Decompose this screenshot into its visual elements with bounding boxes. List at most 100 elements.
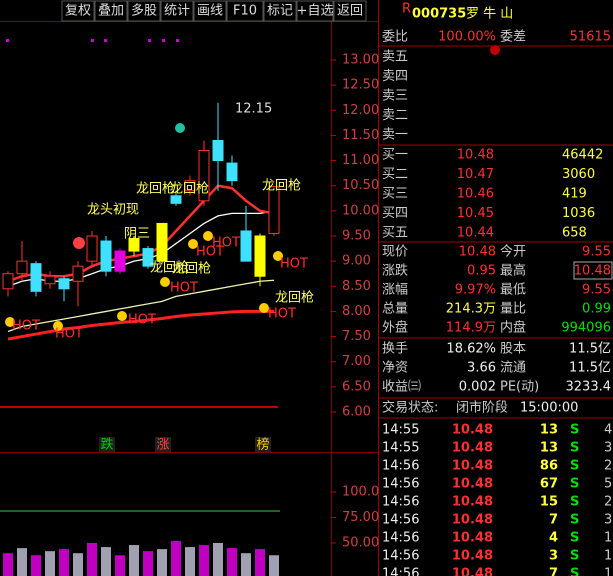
toolbar-label[interactable]: 标记: [267, 4, 293, 19]
panel-cell: 9.55: [582, 245, 611, 260]
tick-time: 14:56: [382, 459, 419, 474]
marker-box: [99, 437, 115, 452]
annotation: 龙回枪: [172, 261, 211, 277]
toolbar-label[interactable]: 复权: [65, 3, 91, 19]
collapse-button[interactable]: [490, 45, 500, 55]
panel-cell: 换手: [382, 342, 408, 357]
panel-cell: 10.48: [457, 148, 494, 163]
toolbar-label[interactable]: F10: [233, 4, 257, 19]
marker: 跌: [100, 437, 113, 453]
sell-label: 卖五: [382, 50, 408, 65]
candle-body: [128, 238, 140, 252]
tick-price: 10.48: [452, 531, 493, 546]
panel-cell: 买四: [382, 206, 408, 221]
signal-dot: [5, 317, 15, 327]
toolbar-button[interactable]: [160, 0, 194, 22]
y-tick-label: 9.00: [342, 254, 371, 269]
y-tick-label: 8.50: [342, 279, 371, 294]
toolbar-label[interactable]: 返回: [337, 4, 363, 19]
toolbar-label[interactable]: 画线: [197, 4, 223, 19]
indicator-bar: [87, 543, 97, 576]
tick-count: 4: [604, 423, 612, 438]
panel-cell: 11.5亿: [569, 342, 611, 357]
sell-label: 卖三: [382, 89, 408, 104]
marker-box: [155, 437, 171, 452]
toolbar-label[interactable]: 统计: [164, 4, 190, 19]
candle-body: [198, 150, 210, 202]
annotation: HOT: [128, 313, 156, 328]
signal-dot: [175, 123, 185, 133]
indicator-bar: [115, 555, 125, 576]
status-time: 15:00:00: [520, 401, 578, 416]
indicator-bar: [143, 551, 153, 576]
toolbar-button[interactable]: [127, 0, 161, 22]
highlight-box: [573, 261, 613, 280]
tick-volume: 13: [540, 423, 558, 438]
toolbar-button[interactable]: [94, 0, 128, 22]
y-tick-label: 12.50: [342, 78, 379, 93]
panel-cell: 9.97%: [455, 283, 496, 298]
indicator-bar: [17, 548, 27, 576]
indicator-tick-label: 50.00: [342, 536, 379, 551]
toolbar-button[interactable]: [61, 0, 95, 22]
sell-label: 卖二: [382, 108, 408, 123]
panel-cell: 3.66: [467, 361, 496, 376]
annotation: 龙回枪: [150, 260, 189, 276]
tick-count: 2: [604, 495, 612, 510]
marker-box: [255, 437, 271, 452]
panel-cell: 0.95: [467, 264, 496, 279]
signal-dot: [188, 239, 198, 249]
panel-cell: 总量: [382, 302, 408, 317]
panel-cell: 18.62%: [446, 342, 496, 357]
tick-side: S: [570, 477, 579, 492]
toolbar-button[interactable]: [226, 0, 264, 22]
panel-cell: 3060: [562, 167, 595, 182]
toolbar-label[interactable]: 叠加: [98, 4, 124, 19]
panel-cell: 10.48: [459, 245, 496, 260]
annotation: HOT: [170, 281, 198, 296]
y-tick-label: 10.00: [342, 203, 379, 218]
tick-volume: 7: [549, 513, 558, 528]
toolbar-label[interactable]: 多股: [131, 3, 157, 19]
toolbar-button[interactable]: [263, 0, 297, 22]
indicator-bar: [255, 549, 265, 576]
indicator-bar: [3, 553, 13, 576]
panel-cell: 最低: [500, 283, 526, 298]
annotation: HOT: [268, 307, 296, 322]
tick-price: 10.48: [452, 567, 493, 576]
panel-cell: 0.99: [582, 302, 611, 317]
panel-cell: 11.5亿: [569, 361, 611, 376]
tick-side: S: [570, 495, 579, 510]
panel-cell: 419: [562, 187, 587, 202]
y-tick-label: 12.00: [342, 103, 379, 118]
tick-time: 14:56: [382, 513, 419, 528]
tick-price: 10.48: [452, 441, 493, 456]
indicator-bar: [199, 545, 209, 576]
moving-average: [7, 279, 275, 333]
toolbar-button[interactable]: [296, 0, 334, 22]
candle-body: [240, 230, 252, 262]
stock-code: 000735: [412, 7, 466, 22]
annotation: 阴三: [124, 227, 150, 242]
panel-cell: 买五: [382, 226, 408, 241]
tick-side: S: [570, 531, 579, 546]
tick-price: 10.48: [452, 459, 493, 474]
indicator-bar: [171, 540, 181, 576]
candle-body: [142, 248, 154, 267]
toolbar-button[interactable]: [333, 0, 367, 22]
tick-count: 2: [604, 459, 612, 474]
panel-cell: 量比: [500, 302, 526, 317]
y-tick-label: 9.50: [342, 229, 371, 244]
tick-time: 14:56: [382, 477, 419, 492]
tick-side: S: [570, 441, 579, 456]
toolbar-button[interactable]: [193, 0, 227, 22]
candle-body: [114, 250, 126, 272]
stock-name: 罗 牛 山: [466, 7, 513, 22]
candle-body: [156, 222, 168, 262]
marker: 榜: [256, 437, 269, 453]
indicator-tick-label: 75.00: [342, 510, 379, 525]
panel-cell: 流通: [500, 361, 526, 376]
panel-cell: 委差: [500, 30, 526, 45]
toolbar-label[interactable]: +自选: [297, 4, 334, 19]
tick-volume: 86: [540, 459, 558, 474]
